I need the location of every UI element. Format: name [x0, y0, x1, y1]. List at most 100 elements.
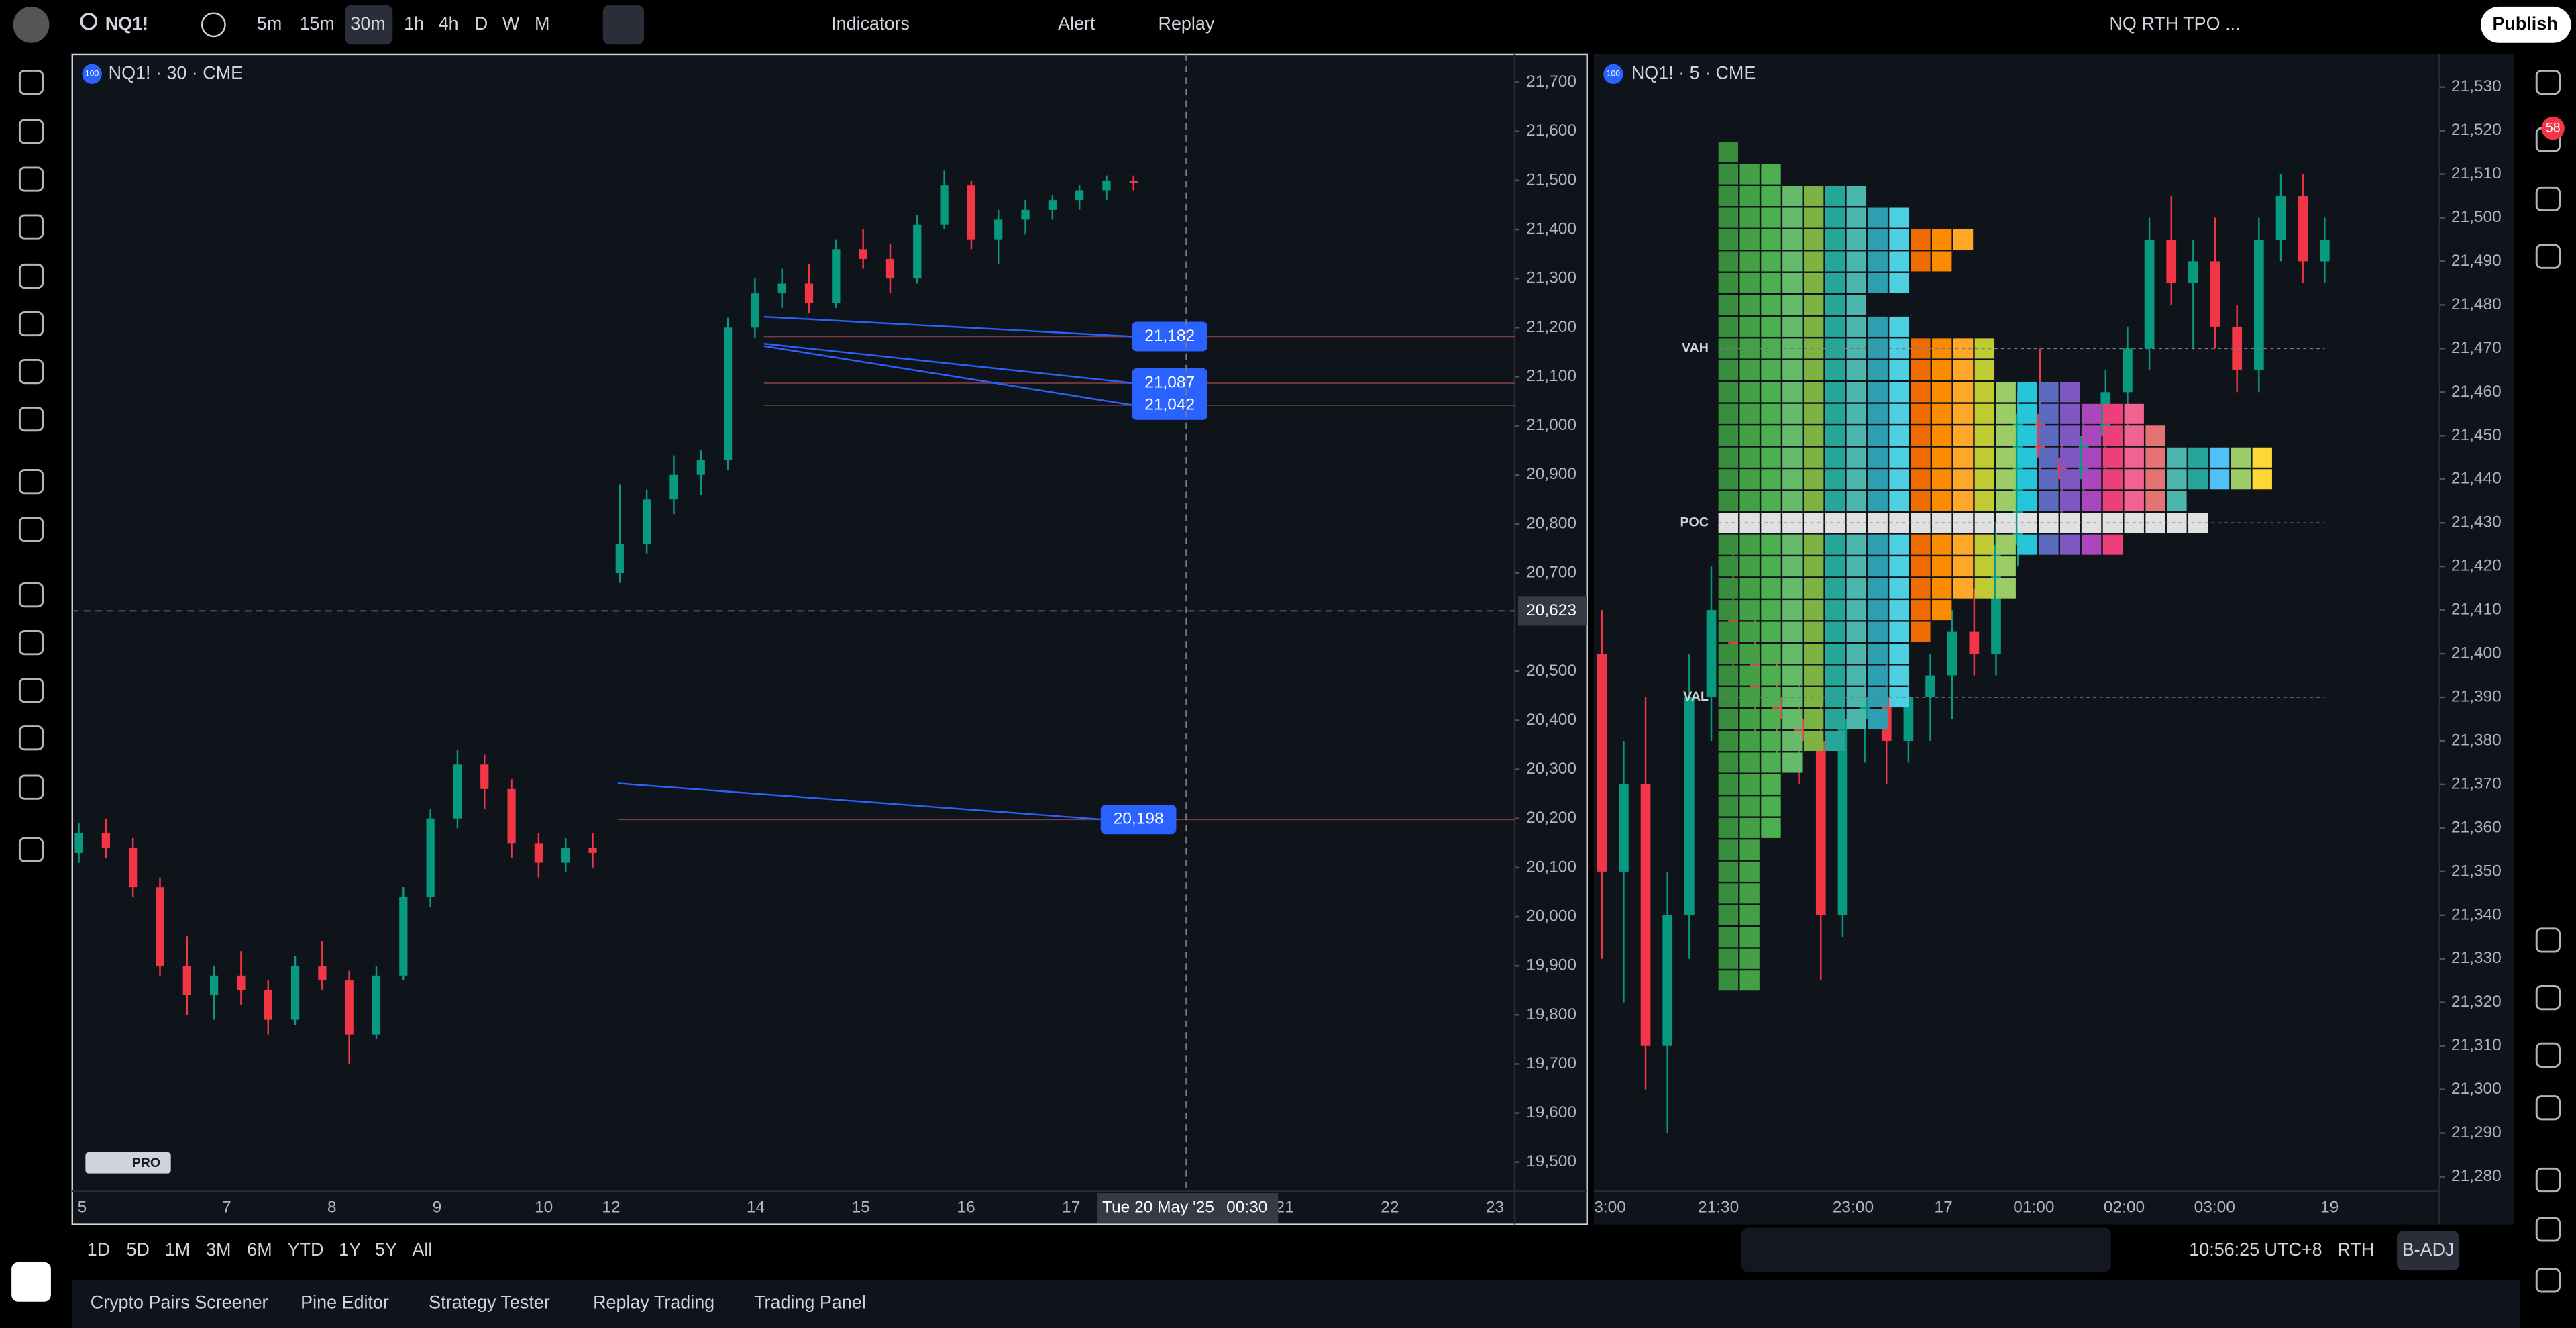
- tool-icon[interactable]: [18, 678, 44, 703]
- range-button[interactable]: All: [412, 1239, 432, 1260]
- y-tick-label: 21,310: [2451, 1036, 2502, 1054]
- chart-type-button[interactable]: [602, 5, 644, 45]
- range-button[interactable]: 5Y: [375, 1239, 397, 1260]
- y-tick-label: 21,480: [2451, 295, 2502, 313]
- range-button[interactable]: 6M: [247, 1239, 272, 1260]
- tpo-cell: [2167, 513, 2187, 533]
- tool-icon[interactable]: [18, 263, 44, 289]
- tool-icon[interactable]: [18, 214, 44, 240]
- publish-button-bg[interactable]: [2480, 6, 2571, 43]
- right-toolbar: [2535, 69, 2561, 1293]
- tpo-cell: [1782, 600, 1803, 621]
- bottom-tab[interactable]: Pine Editor: [301, 1292, 389, 1312]
- candle-body: [1815, 740, 1826, 915]
- tpo-cell: [1782, 425, 1803, 446]
- tool-icon[interactable]: [18, 774, 44, 800]
- bottom-tab[interactable]: Replay Trading: [593, 1292, 714, 1312]
- interval-button[interactable]: 4h: [439, 13, 459, 34]
- side-icon[interactable]: [2535, 1217, 2561, 1242]
- interval-button[interactable]: W: [502, 13, 520, 34]
- bottom-tab[interactable]: Crypto Pairs Screener: [91, 1292, 268, 1312]
- add-symbol[interactable]: [201, 12, 226, 38]
- session[interactable]: RTH: [2337, 1239, 2374, 1260]
- tool-icon[interactable]: [18, 517, 44, 542]
- interval-button[interactable]: 15m: [299, 13, 334, 34]
- interval-button[interactable]: D: [475, 13, 488, 34]
- range-button[interactable]: 1D: [87, 1239, 110, 1260]
- tool-icon[interactable]: [18, 69, 44, 95]
- tpo-cell: [1889, 447, 1909, 468]
- tpo-cell: [1718, 774, 1739, 795]
- tpo-cell: [1846, 600, 1867, 621]
- tpo-cell: [1782, 578, 1803, 599]
- chart-title: NQ1! · 5 · CME: [1631, 62, 1756, 83]
- side-icon[interactable]: [2535, 69, 2561, 95]
- tool-icon[interactable]: [18, 358, 44, 385]
- side-icon[interactable]: [2535, 1042, 2561, 1068]
- search-icon[interactable]: [80, 13, 98, 30]
- alert-button[interactable]: Alert: [1058, 13, 1095, 34]
- tpo-cell: [1761, 403, 1781, 424]
- interval-button[interactable]: 30m: [350, 13, 385, 34]
- tpo-cell: [1718, 491, 1739, 511]
- layout-name[interactable]: NQ RTH TPO ...: [2109, 13, 2240, 34]
- bottom-tab[interactable]: Strategy Tester: [429, 1292, 550, 1312]
- tool-icon[interactable]: [18, 311, 44, 337]
- tpo-cell: [1889, 644, 1909, 664]
- tool-icon[interactable]: [18, 725, 44, 751]
- tpo-cell: [1761, 251, 1781, 272]
- tpo-cell: [1932, 251, 1952, 272]
- tool-icon[interactable]: [18, 630, 44, 656]
- tpo-cell: [1911, 251, 1931, 272]
- ray-line: [617, 782, 1103, 821]
- x-tick-label: 22: [1381, 1198, 1399, 1217]
- range-button[interactable]: 1Y: [339, 1239, 361, 1260]
- avatar[interactable]: [13, 6, 50, 43]
- side-icon[interactable]: [2535, 186, 2561, 212]
- adjustment[interactable]: B-ADJ: [2402, 1239, 2455, 1260]
- y-tick-label: 21,200: [1526, 318, 1576, 336]
- ray-line: [763, 342, 1134, 385]
- side-icon[interactable]: [2535, 927, 2561, 953]
- tpo-cell: [1761, 774, 1781, 795]
- range-button[interactable]: 1M: [165, 1239, 190, 1260]
- tpo-cell: [1718, 316, 1739, 337]
- tpo-cell: [1868, 403, 1888, 424]
- y-tick-label: 21,100: [1526, 367, 1576, 385]
- indicators-button[interactable]: Indicators: [831, 13, 910, 34]
- adjustment-bg[interactable]: [2397, 1231, 2460, 1271]
- side-icon[interactable]: [2535, 1095, 2561, 1121]
- favorites-button[interactable]: [11, 1262, 51, 1302]
- tpo-cell: [1889, 534, 1909, 555]
- y-tick-label: 21,450: [2451, 426, 2502, 444]
- tool-icon[interactable]: [18, 469, 44, 495]
- interval-button[interactable]: M: [535, 13, 549, 34]
- tool-icon[interactable]: [18, 582, 44, 608]
- tpo-cell: [1846, 665, 1867, 686]
- tool-icon[interactable]: [18, 406, 44, 432]
- tpo-cell: [2039, 403, 2059, 424]
- range-button[interactable]: 3M: [206, 1239, 231, 1260]
- publish-button[interactable]: Publish: [2492, 13, 2557, 34]
- side-icon[interactable]: [2535, 1268, 2561, 1293]
- interval-button[interactable]: 5m: [257, 13, 282, 34]
- tpo-cell: [1996, 469, 2016, 490]
- candle-body: [1597, 654, 1607, 872]
- side-icon[interactable]: [2535, 985, 2561, 1011]
- bottom-tab[interactable]: Trading Panel: [754, 1292, 866, 1312]
- tpo-cell: [2231, 469, 2251, 490]
- symbol[interactable]: NQ1!: [105, 13, 148, 34]
- tpo-cell: [2081, 513, 2102, 533]
- tool-icon[interactable]: [18, 119, 44, 144]
- side-icon[interactable]: [2535, 1167, 2561, 1193]
- tool-icon[interactable]: [18, 837, 44, 862]
- tpo-cell: [1803, 621, 1824, 642]
- tpo-cell: [1803, 251, 1824, 272]
- range-button[interactable]: YTD: [288, 1239, 324, 1260]
- tpo-cell: [1739, 295, 1760, 315]
- interval-button[interactable]: 1h: [404, 13, 424, 34]
- tool-icon[interactable]: [18, 166, 44, 192]
- side-icon[interactable]: [2535, 244, 2561, 269]
- replay-button[interactable]: Replay: [1159, 13, 1215, 34]
- range-button[interactable]: 5D: [127, 1239, 150, 1260]
